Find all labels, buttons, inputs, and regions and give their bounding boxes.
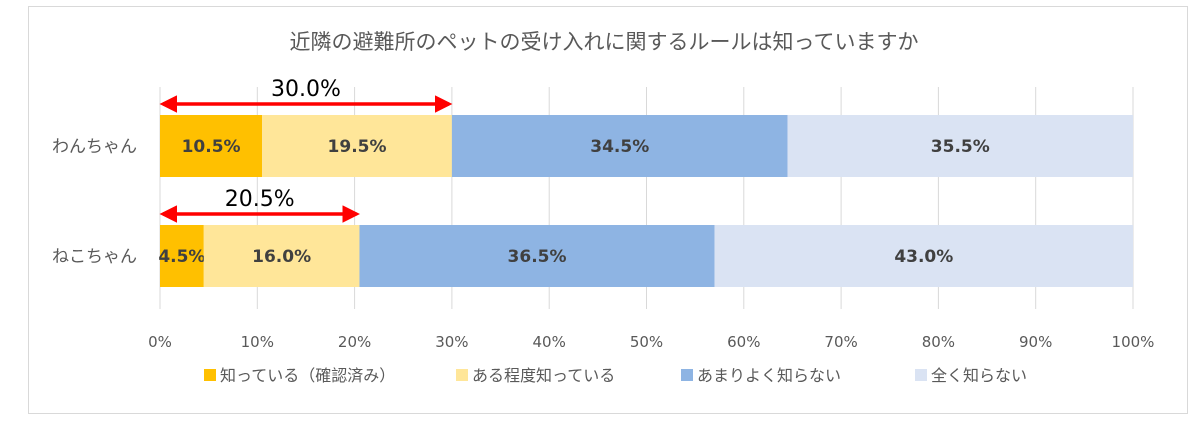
legend-swatch [681,369,693,381]
legend-swatch [915,369,927,381]
x-axis-ticks: 0% 10% 20% 30% 40% 50% 60% 70% 80% 90% 100% [148,333,1154,351]
bar-data-label: 16.0% [252,247,311,267]
bar-segment [787,115,1133,177]
legend-label: 知っている（確認済み） [220,366,395,385]
bar-data-label: 10.5% [182,137,241,157]
bar-segment [203,225,360,287]
legend-label: 全く知らない [931,366,1027,385]
x-tick-label: 90% [1019,333,1052,351]
legend-swatch [456,369,468,381]
bar-data-label: 4.5% [158,247,205,267]
x-tick-label: 20% [338,333,371,351]
x-tick-label: 50% [630,333,663,351]
bar-segment [451,115,788,177]
bar-segment [160,115,263,177]
x-tick-label: 30% [435,333,468,351]
stacked-bar-chart: 近隣の避難所のペットの受け入れに関するルールは知っていますか 10.5% 19.5… [52,30,1154,385]
x-tick-label: 0% [148,333,172,351]
bar-data-label: 35.5% [931,137,990,157]
bar-segment [160,225,204,287]
bars: 10.5% 19.5% 34.5% 35.5% 4.5% 16.0% 36.5% 43.0% [158,115,1133,287]
bar-data-label: 34.5% [590,137,649,157]
chart-title: 近隣の避難所のペットの受け入れに関するルールは知っていますか [290,30,919,54]
legend-swatch [204,369,216,381]
x-tick-label: 80% [922,333,955,351]
x-tick-label: 10% [241,333,274,351]
annotations: 30.0% 20.5% [159,77,453,223]
bar-data-label: 43.0% [894,247,953,267]
bar-segment [714,225,1133,287]
bar-segment [359,225,715,287]
legend: 知っている（確認済み） ある程度知っている あまりよく知らない 全く知らない [204,366,1027,385]
legend-label: あまりよく知らない [697,366,841,385]
x-tick-label: 60% [727,333,760,351]
bar-segment [262,115,452,177]
x-tick-label: 70% [824,333,857,351]
category-label: わんちゃん [52,137,137,157]
bar-data-label: 36.5% [508,247,567,267]
legend-label: ある程度知っている [472,366,615,385]
annotation-label: 30.0% [271,77,341,102]
bar-data-label: 19.5% [328,137,387,157]
x-tick-label: 100% [1112,333,1155,351]
category-label: ねこちゃん [52,247,137,267]
x-tick-label: 40% [533,333,566,351]
annotation-label: 20.5% [225,187,295,212]
chart-frame: 近隣の避難所のペットの受け入れに関するルールは知っていますか 10.5% 19.5… [28,6,1188,414]
